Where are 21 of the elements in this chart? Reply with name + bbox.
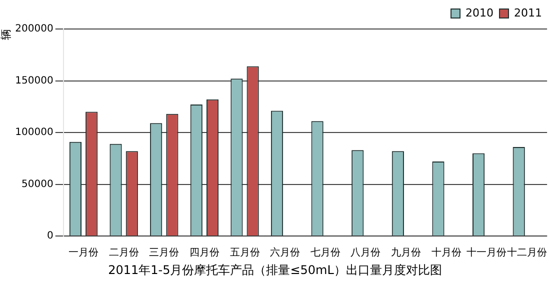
y-tick-label: 200000 (15, 24, 54, 35)
x-tick-label: 六月份 (270, 246, 300, 259)
legend-label: 2011 (514, 6, 542, 20)
x-tick-label: 十月份 (431, 246, 462, 259)
text: 2011年1-5月份摩托车产品（排量≤50mL）出口量月度对比图 (107, 262, 443, 279)
y-tick-label: 0 (47, 230, 54, 242)
x-tick-label: 二月份 (108, 248, 139, 259)
x-tick-label: 九月份 (390, 246, 421, 259)
y-tick-label: 150000 (15, 75, 54, 86)
x-tick-label: 四月份 (189, 248, 220, 259)
x-tick-label: 一月份 (68, 248, 99, 259)
x-tick-label: 五月份 (230, 248, 260, 259)
x-tick-label: 十二月份 (506, 246, 547, 259)
x-tick-label: 十一月份 (466, 246, 507, 259)
x-tick-label: 七月份 (310, 246, 340, 259)
y-axis-title: 辆 (0, 29, 13, 40)
x-tick-label: 三月份 (149, 248, 180, 259)
legend-label: 2010 (466, 6, 494, 20)
y-tick-label: 100000 (15, 127, 54, 138)
x-tick-label: 八月份 (350, 248, 381, 259)
y-tick-label: 50000 (22, 178, 54, 190)
